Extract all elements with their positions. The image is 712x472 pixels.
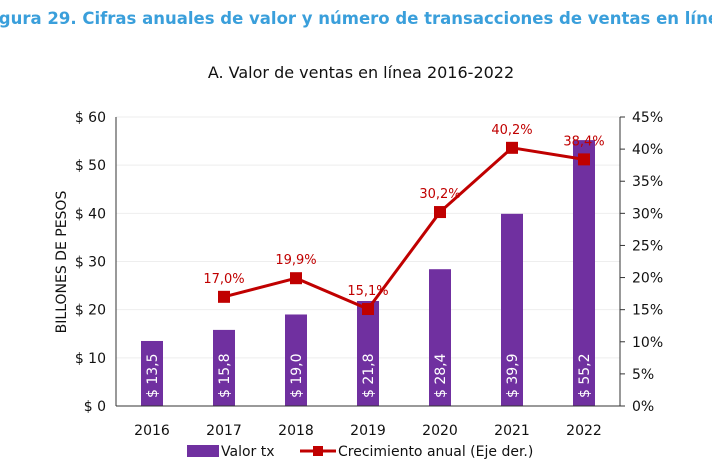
y2-tick-label: 35% bbox=[632, 174, 663, 190]
bar bbox=[429, 269, 451, 406]
y2-tick-label: 45% bbox=[632, 110, 663, 126]
growth-value-label: 30,2% bbox=[419, 187, 460, 202]
bar-value-label: $ 55,2 bbox=[577, 353, 593, 398]
chart-title: A. Valor de ventas en línea 2016-2022 bbox=[208, 63, 514, 82]
legend-label-line: Crecimiento anual (Eje der.) bbox=[338, 444, 533, 460]
y2-tick-label: 30% bbox=[632, 206, 663, 222]
bar bbox=[501, 213, 523, 406]
bar-value-label: $ 21,8 bbox=[361, 353, 377, 398]
y2-tick-label: 5% bbox=[632, 367, 654, 383]
bar-value-label: $ 39,9 bbox=[505, 353, 521, 398]
x-tick-label: 2016 bbox=[134, 423, 170, 439]
growth-value-label: 19,9% bbox=[275, 253, 316, 268]
bar bbox=[213, 329, 235, 406]
x-tick-label: 2020 bbox=[422, 423, 458, 439]
bar bbox=[285, 314, 307, 406]
bar-value-label: $ 28,4 bbox=[433, 353, 449, 398]
bar bbox=[141, 340, 163, 406]
y-tick-label: $ 20 bbox=[75, 303, 106, 319]
growth-value-label: 17,0% bbox=[203, 272, 244, 287]
bar bbox=[573, 140, 595, 406]
y-tick-label: $ 0 bbox=[84, 399, 106, 415]
y-tick-label: $ 60 bbox=[75, 110, 106, 126]
legend: Valor tx Crecimiento anual (Eje der.) bbox=[187, 444, 533, 460]
y-tick-label: $ 10 bbox=[75, 351, 106, 367]
x-tick-label: 2019 bbox=[350, 423, 386, 439]
bar-value-label: $ 19,0 bbox=[289, 353, 305, 398]
y-tick-label: $ 40 bbox=[75, 206, 106, 222]
y2-tick-label: 40% bbox=[632, 142, 663, 158]
x-tick-label: 2018 bbox=[278, 423, 314, 439]
bar bbox=[357, 300, 379, 406]
growth-marker bbox=[434, 206, 446, 219]
y2-tick-label: 0% bbox=[632, 399, 654, 415]
x-tick-label: 2022 bbox=[566, 423, 602, 439]
growth-value-label: 40,2% bbox=[491, 123, 532, 138]
bar-value-label: $ 15,8 bbox=[217, 353, 233, 398]
y2-tick-label: 15% bbox=[632, 303, 663, 319]
y-axis-label: BILLONES DE PESOS bbox=[54, 191, 70, 334]
growth-marker bbox=[290, 272, 302, 285]
y-tick-label: $ 50 bbox=[75, 158, 106, 174]
legend-label-bars: Valor tx bbox=[221, 444, 275, 460]
legend-swatch-bars bbox=[187, 445, 219, 457]
growth-value-label: 15,1% bbox=[347, 284, 388, 299]
x-tick-label: 2021 bbox=[494, 423, 530, 439]
y2-tick-label: 20% bbox=[632, 271, 663, 287]
figure-title: Figura 29. Cifras anuales de valor y núm… bbox=[0, 9, 712, 28]
legend-marker bbox=[313, 446, 323, 456]
growth-marker bbox=[578, 153, 590, 166]
growth-line bbox=[223, 146, 585, 311]
y2-tick-label: 10% bbox=[632, 335, 663, 351]
growth-marker bbox=[218, 290, 230, 303]
growth-value-label: 38,4% bbox=[563, 134, 604, 149]
x-tick-label: 2017 bbox=[206, 423, 242, 439]
bar-value-label: $ 13,5 bbox=[145, 353, 161, 398]
growth-marker bbox=[506, 141, 518, 154]
y-tick-label: $ 30 bbox=[75, 255, 106, 271]
y2-tick-label: 25% bbox=[632, 238, 663, 254]
growth-marker bbox=[362, 303, 374, 316]
